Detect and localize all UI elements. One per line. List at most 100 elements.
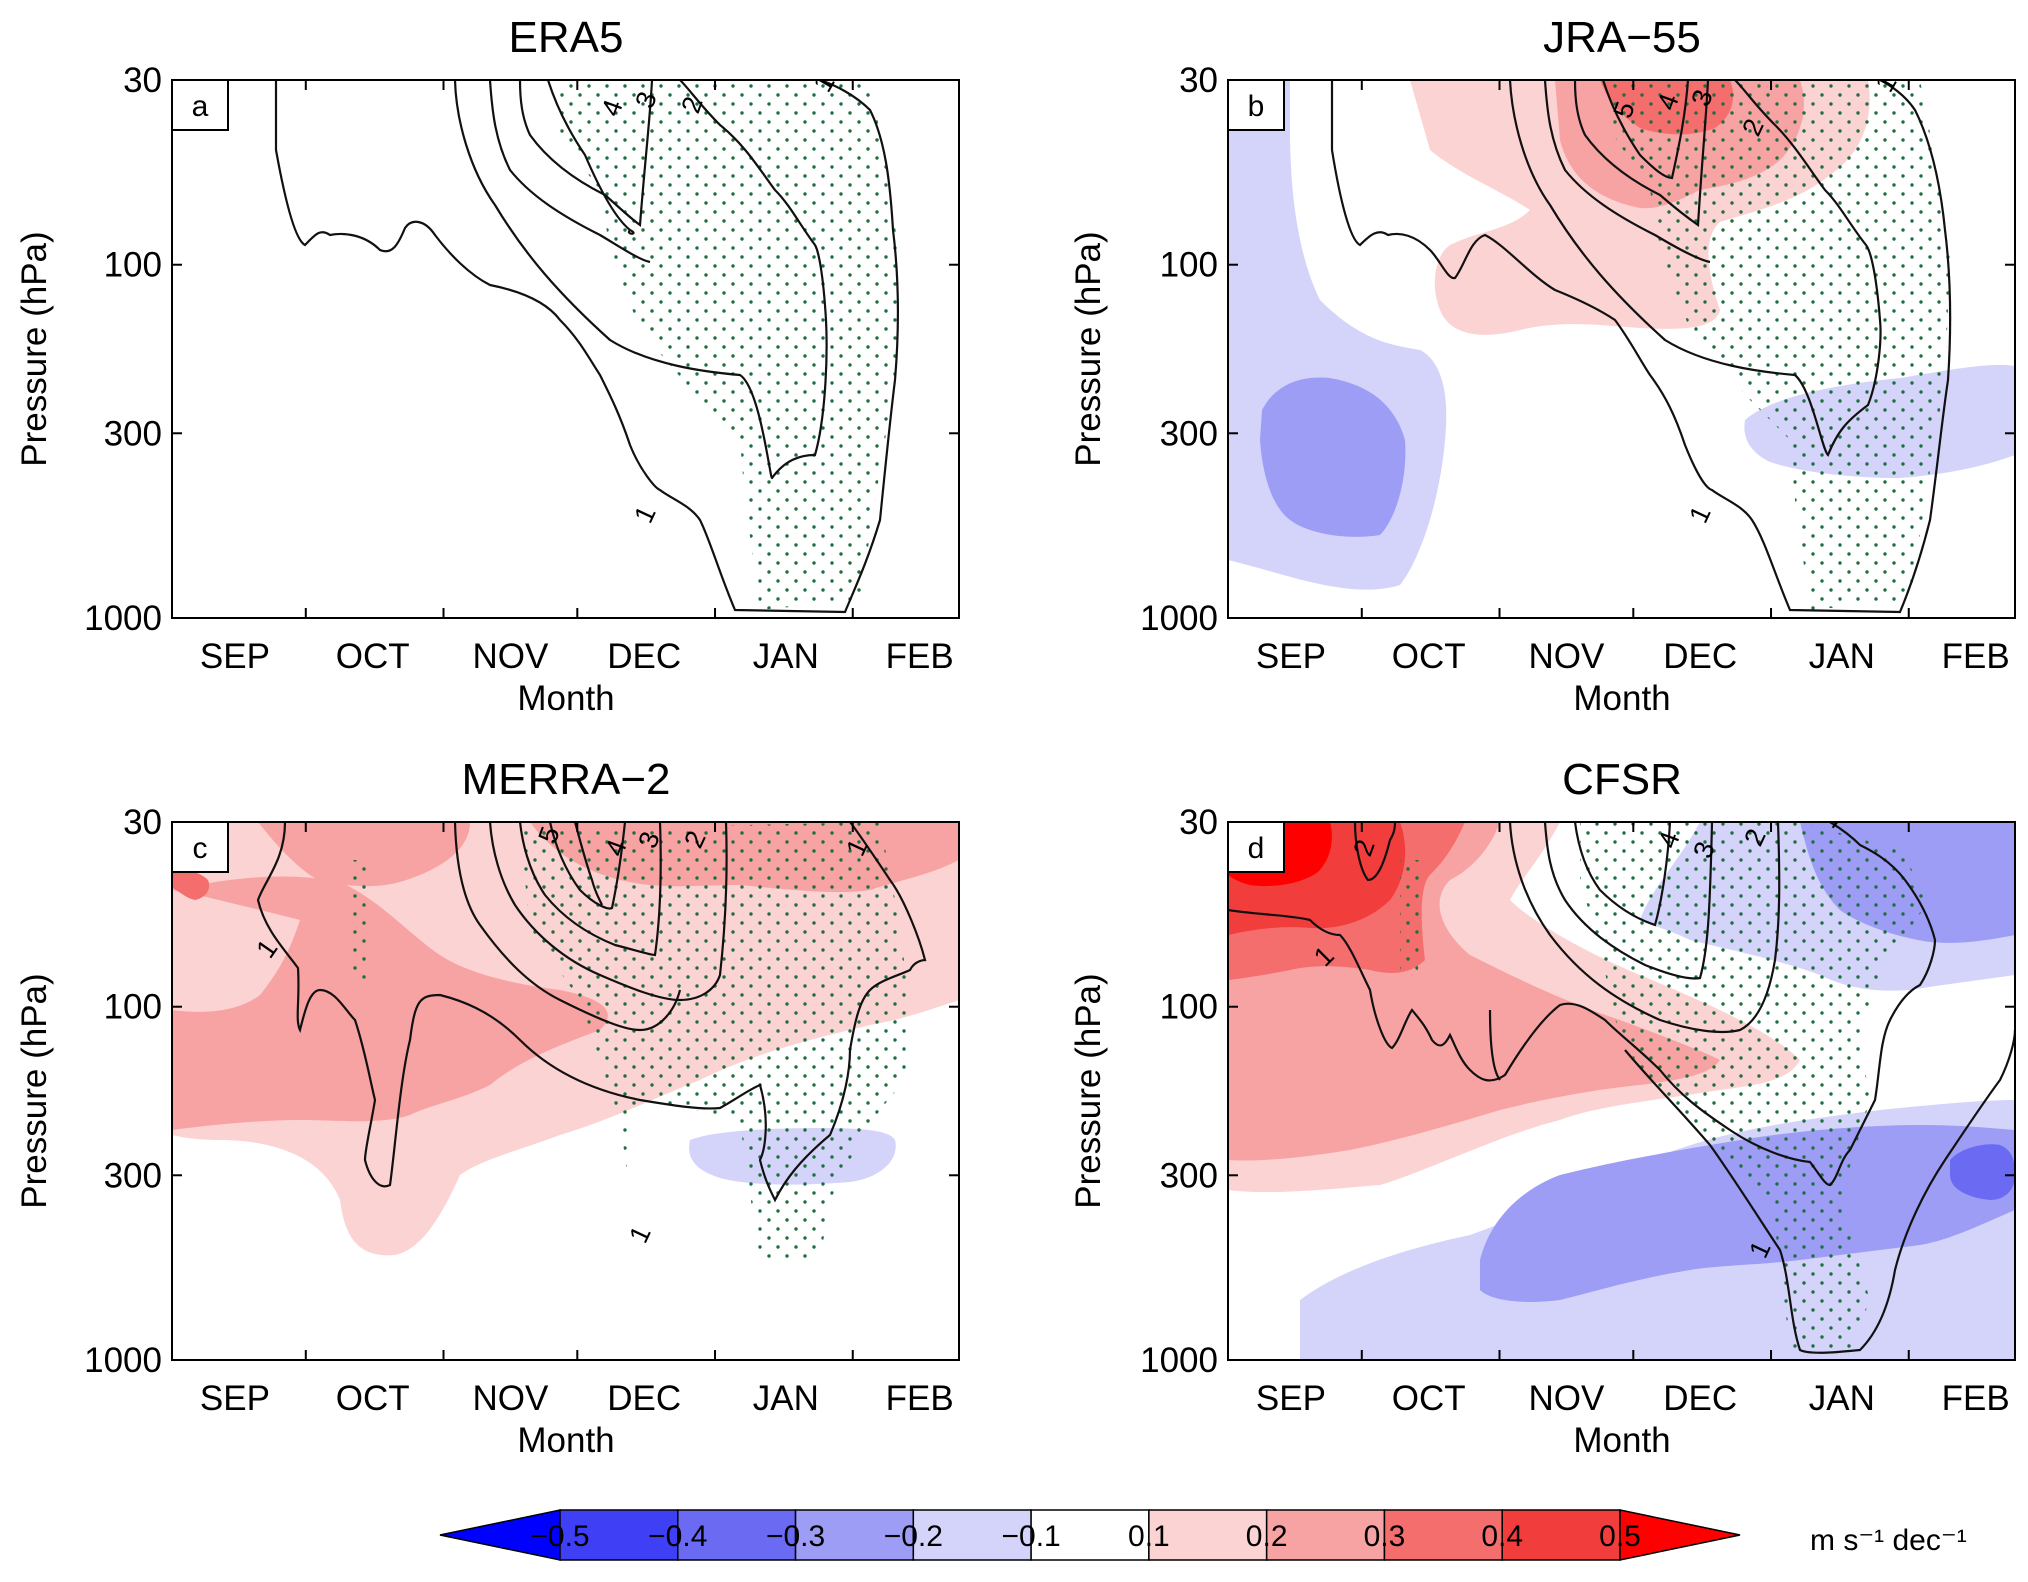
contour-4	[518, 822, 662, 957]
x-tick-label: OCT	[1392, 637, 1466, 676]
colorbar-tick-label: −0.4	[648, 1520, 707, 1553]
shade-pos-0.2	[258, 822, 470, 887]
contours	[274, 80, 899, 614]
panel-era5: 4 3 2 1 1	[171, 79, 960, 619]
x-tick-label: DEC	[1663, 637, 1737, 676]
y-tick-label: 300	[1160, 414, 1218, 453]
contour-6	[573, 822, 604, 906]
colorbar-tick-label: 0.2	[1246, 1520, 1288, 1553]
contours	[1228, 822, 2015, 1354]
colorbar-tick-label: 0.5	[1599, 1520, 1641, 1553]
colorbar-segment	[1501, 1509, 1621, 1561]
x-tick-label: OCT	[336, 637, 410, 676]
x-tick-label: JAN	[753, 637, 819, 676]
y-tick-label: 1000	[84, 1341, 162, 1380]
panel-title: MERRA−2	[461, 755, 670, 804]
panel-title: CFSR	[1562, 755, 1682, 804]
colorbar-tick-label: 0.1	[1128, 1520, 1170, 1553]
contour-4	[518, 80, 654, 228]
panel-letter: c	[193, 832, 208, 865]
axes-frame	[1227, 821, 2016, 1361]
contour-4	[1573, 822, 1672, 927]
contour-1	[274, 80, 899, 614]
panel-letter: d	[1248, 832, 1265, 865]
contour-4	[1573, 80, 1710, 228]
axes-frame	[171, 79, 960, 619]
x-axis-label: Month	[517, 1421, 614, 1460]
x-tick-label: DEC	[607, 1379, 681, 1418]
y-tick-label: 30	[1179, 61, 1218, 100]
panel-jra55: 5 4 3 2 1 1	[1227, 79, 2016, 619]
x-tick-label: SEP	[1256, 1379, 1326, 1418]
significance-stipple	[350, 822, 910, 1262]
y-axis-label: Pressure (hPa)	[15, 231, 54, 466]
significance-stipple	[1610, 80, 1950, 610]
colorbar-max-triangle	[1619, 1509, 1741, 1561]
colorbar-segment	[559, 1509, 679, 1561]
x-tick-label: DEC	[1663, 1379, 1737, 1418]
colorbar-tick-label: 0.4	[1481, 1520, 1523, 1553]
colorbar-tick-label: −0.2	[884, 1520, 943, 1553]
panel-letter-box: a	[171, 79, 229, 131]
x-axis-label: Month	[1573, 1421, 1670, 1460]
panel-letter-box: c	[171, 821, 229, 873]
panel-letter: b	[1248, 90, 1265, 123]
contour-3	[488, 822, 728, 1002]
x-tick-label: FEB	[1942, 637, 2010, 676]
panel-b-plot: 5 4 3 2 1 1	[1228, 80, 2015, 618]
x-tick-label: FEB	[886, 1379, 954, 1418]
shade-neg-0.2	[1480, 1125, 2015, 1302]
x-tick-label: NOV	[1528, 1379, 1605, 1418]
colorbar-segment	[1383, 1509, 1503, 1561]
y-tick-label: 30	[123, 61, 162, 100]
axes-frame	[171, 821, 960, 1361]
colorbar-segment	[1265, 1509, 1386, 1561]
y-axis-label: Pressure (hPa)	[1069, 973, 1108, 1208]
contour-1	[1330, 80, 1952, 614]
contour-5	[546, 80, 635, 235]
x-tick-label: NOV	[472, 1379, 549, 1418]
y-tick-label: 300	[104, 1156, 162, 1195]
x-tick-label: OCT	[1392, 1379, 1466, 1418]
contour-2b	[1508, 822, 1781, 1034]
contour-2	[453, 80, 828, 480]
panel-d-plot: 2 4 3 2 1 1 1	[1228, 822, 2015, 1360]
panel-a-plot: 4 3 2 1 1	[172, 80, 959, 618]
y-tick-label: 300	[1160, 1156, 1218, 1195]
y-tick-label: 1000	[1140, 1341, 1218, 1380]
panel-letter: a	[192, 90, 209, 123]
contour-2	[1353, 822, 1397, 882]
x-tick-label: NOV	[472, 637, 549, 676]
significance-stipple	[1400, 822, 1930, 1352]
contours	[1330, 80, 1952, 614]
y-tick-label: 30	[1179, 803, 1218, 842]
colorbar-tick-label: −0.5	[530, 1520, 589, 1553]
y-axis-label: Pressure (hPa)	[15, 973, 54, 1208]
y-tick-label: 100	[1160, 988, 1218, 1027]
panel-merra2: 5 4 3 2 1 1 1	[171, 821, 960, 1361]
contour-1	[1488, 1009, 1501, 1081]
y-tick-label: 100	[104, 988, 162, 1027]
x-tick-label: SEP	[200, 637, 270, 676]
colorbar-segment	[1148, 1509, 1268, 1561]
y-tick-label: 30	[123, 803, 162, 842]
y-tick-label: 100	[1160, 246, 1218, 285]
panel-title: JRA−55	[1543, 13, 1701, 62]
x-tick-label: JAN	[1809, 1379, 1875, 1418]
x-tick-label: JAN	[1809, 637, 1875, 676]
contour-3	[488, 80, 651, 264]
tick-labels: SEP OCT NOV DEC JAN FEB 30 100 300 1000 SEP OCT NOV D…	[84, 61, 2015, 1418]
colorbar-tick-label: −0.1	[1001, 1520, 1060, 1553]
shade-neg-0.3	[1950, 1144, 2015, 1200]
colorbar-tick-label: 0.3	[1364, 1520, 1406, 1553]
x-axis-label: Month	[517, 679, 614, 718]
contour-3	[1543, 80, 1711, 264]
contour-2	[1508, 80, 1882, 457]
axes-frame	[1227, 79, 2016, 619]
shade-pos-0.3	[172, 869, 210, 900]
contour-1	[256, 822, 927, 1203]
shade-neg-0.2	[1260, 377, 1406, 537]
y-tick-label: 1000	[84, 599, 162, 638]
y-tick-label: 1000	[1140, 599, 1218, 638]
